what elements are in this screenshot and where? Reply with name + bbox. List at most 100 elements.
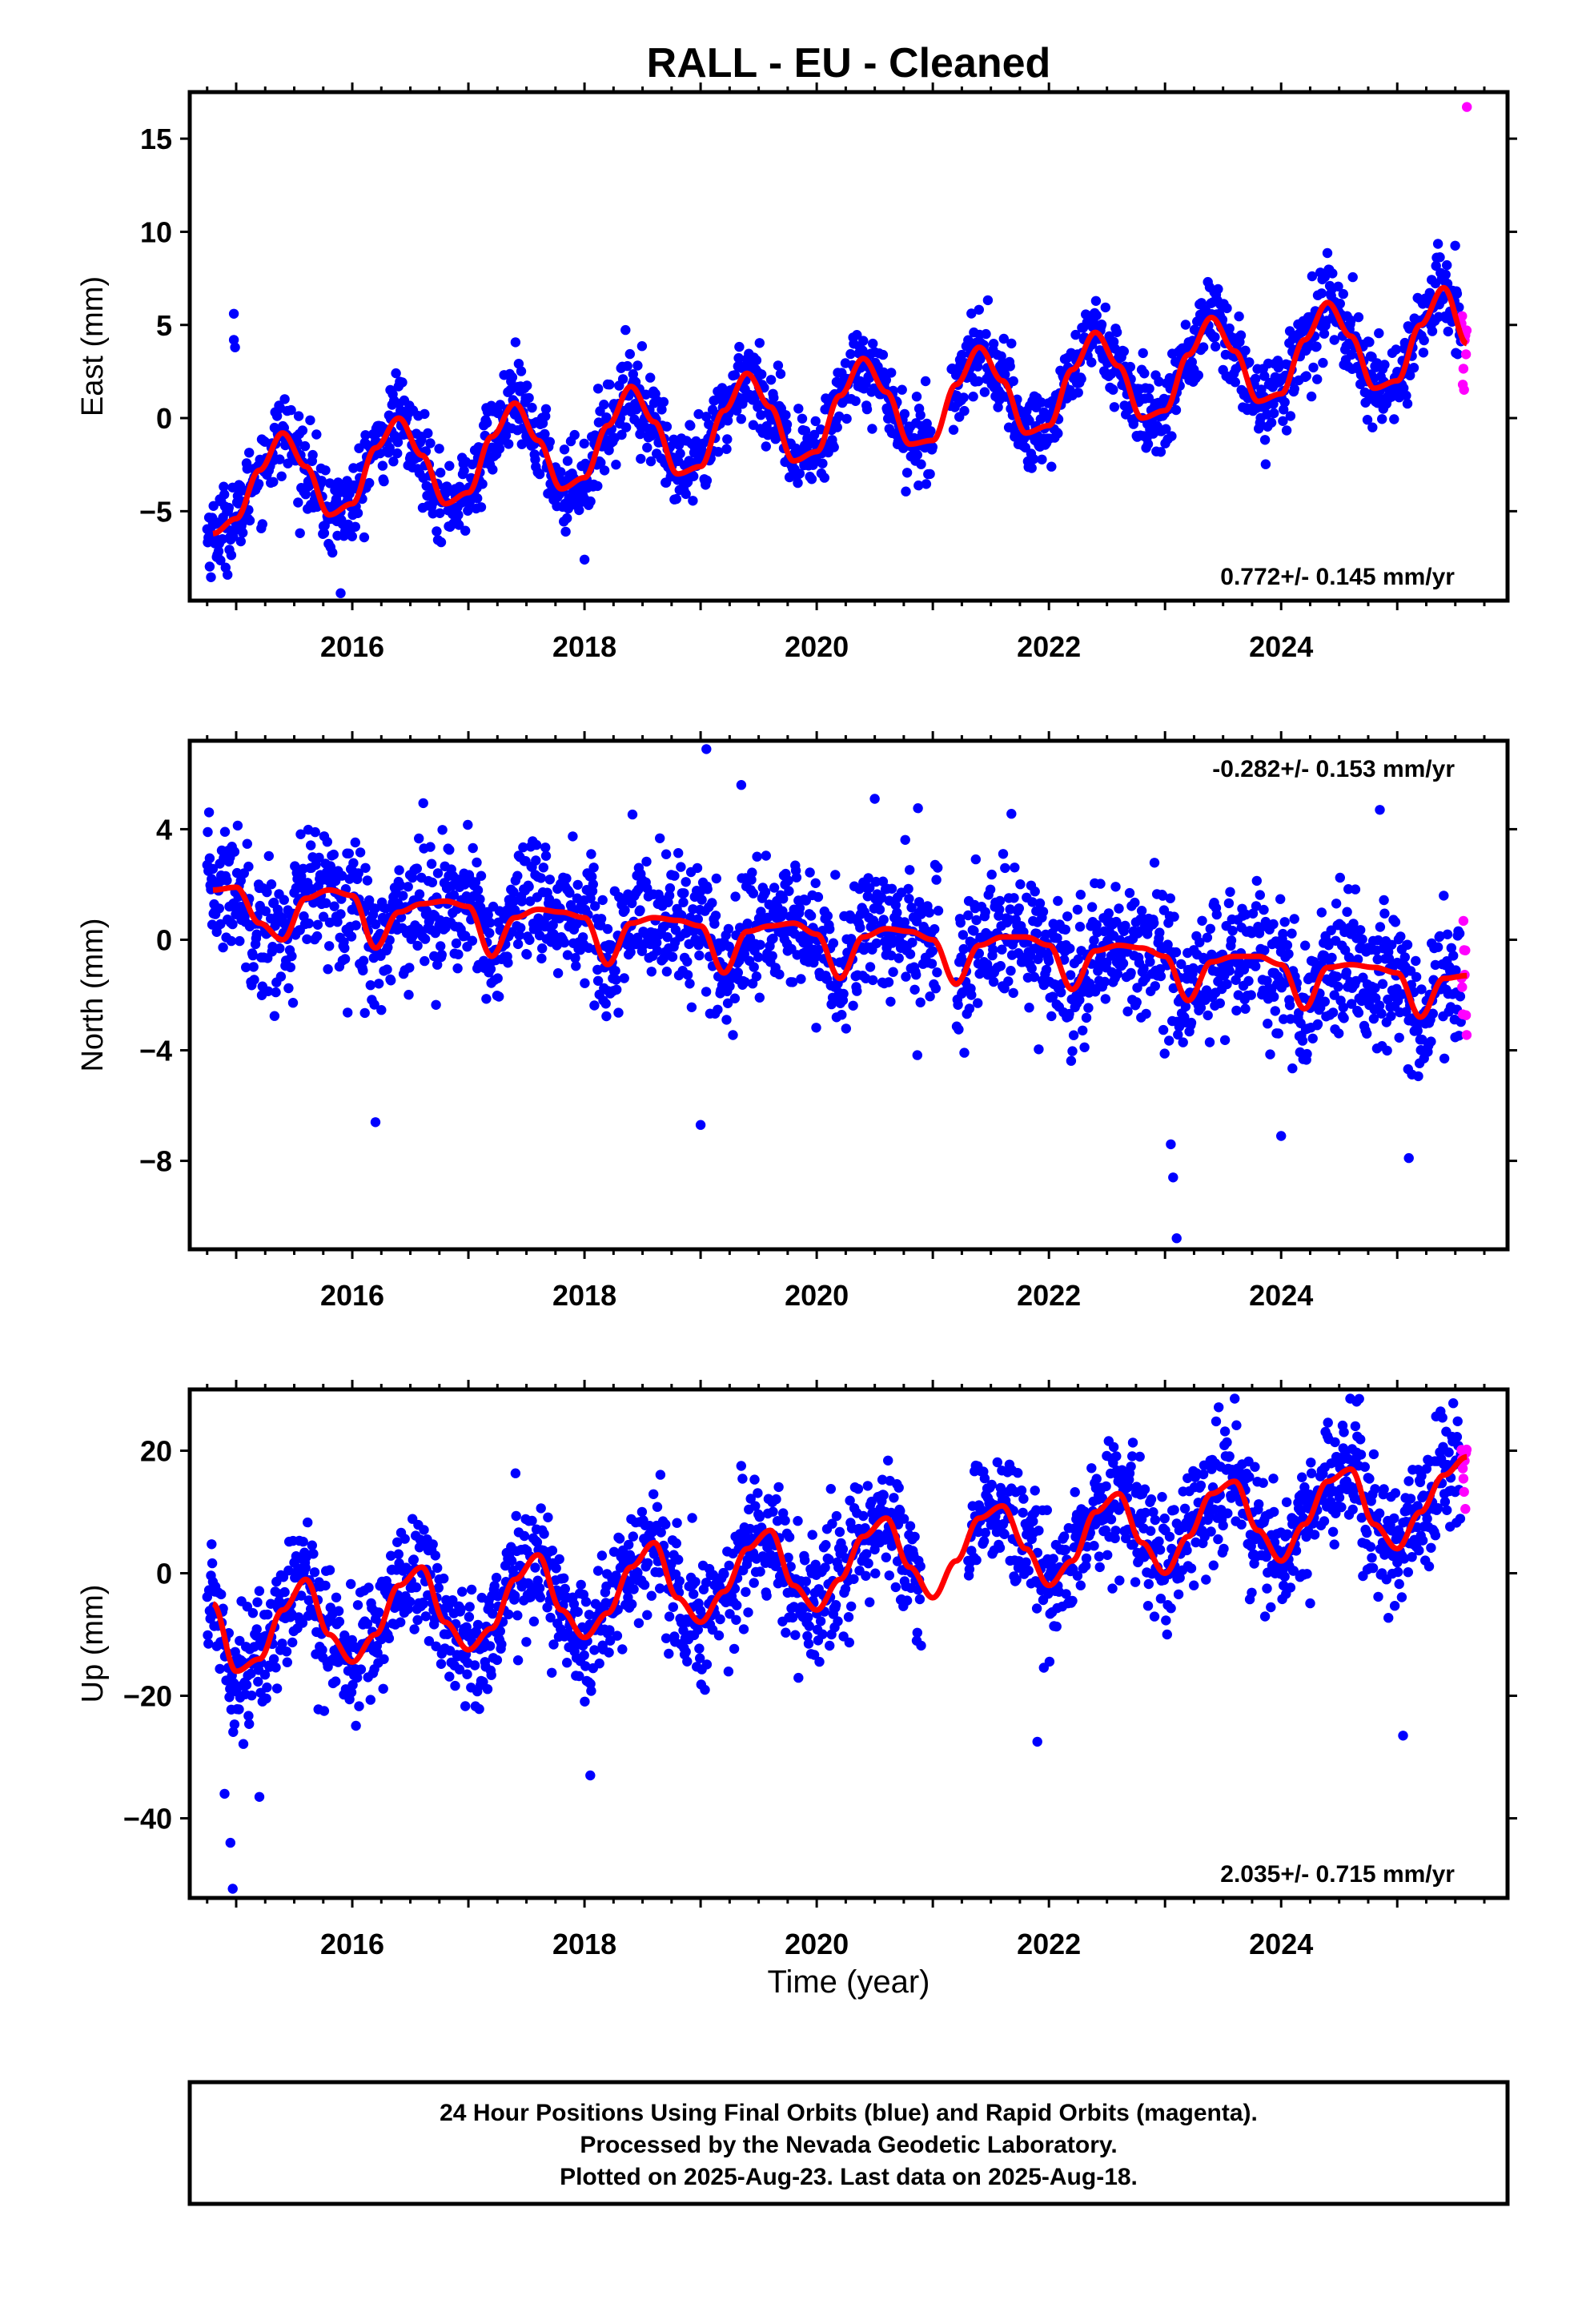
final-orbit-point [800,425,811,436]
final-orbit-point [238,528,248,538]
final-orbit-point [682,970,693,980]
final-orbit-point [925,991,935,1002]
final-orbit-point [886,883,897,895]
final-orbit-point [513,359,524,369]
final-orbit-point [1279,1014,1289,1024]
final-orbit-point [483,910,493,920]
final-orbit-point [393,1549,404,1559]
final-orbit-point [536,953,547,964]
final-orbit-point [444,460,455,471]
final-orbit-point [1086,357,1097,368]
final-orbit-point [504,439,514,449]
final-orbit-point [419,1525,429,1535]
final-orbit-point [988,944,998,955]
final-orbit-point [235,935,245,947]
final-orbit-point [602,923,613,935]
final-orbit-point [796,974,806,984]
final-orbit-point [1038,907,1049,917]
final-orbit-point [912,1050,923,1060]
final-orbit-point [701,987,712,997]
final-orbit-point [611,975,621,985]
final-orbit-point [732,1600,742,1610]
final-orbit-point [1203,1010,1213,1021]
final-orbit-point [1083,1003,1094,1013]
final-orbit-point [863,873,873,883]
final-orbit-point [1138,348,1148,359]
final-orbit-point [957,349,967,360]
final-orbit-point [641,856,652,867]
final-orbit-point [819,472,829,483]
final-orbit-point [432,868,444,879]
final-orbit-point [359,1007,370,1019]
final-orbit-point [287,951,297,962]
final-orbit-point [877,876,889,887]
rapid-orbit-point [1460,945,1471,956]
y-tick-label: 0 [156,923,172,956]
final-orbit-point [528,1616,540,1626]
final-orbit-point [1316,907,1327,918]
final-orbit-point [1357,934,1367,945]
final-orbit-point [1432,942,1443,952]
final-orbit-point [556,467,566,477]
final-orbit-point [1053,895,1063,907]
final-orbit-point [475,894,485,905]
final-orbit-point [1439,1053,1450,1064]
final-orbit-point [955,918,966,928]
final-orbit-point [352,508,363,518]
final-orbit-point [1287,928,1297,939]
final-orbit-point [540,404,552,414]
final-orbit-point [817,458,828,468]
final-orbit-point [658,396,669,408]
rapid-orbit-point [1460,349,1472,360]
final-orbit-point [774,969,785,979]
x-tick-label: 2020 [785,1279,849,1312]
final-orbit-point [1278,928,1288,939]
final-orbit-point [719,1569,729,1579]
final-orbit-point [266,879,277,890]
final-orbit-point [259,1670,271,1680]
final-orbit-point [1377,414,1387,424]
final-orbit-point [297,425,308,436]
final-orbit-point [219,489,230,500]
final-orbit-point [656,404,667,415]
final-orbit-point [913,803,923,814]
final-orbit-point [900,834,910,846]
final-orbit-point [794,903,805,914]
final-orbit-point [901,486,911,497]
final-orbit-point [899,917,910,927]
final-orbit-point [969,926,979,936]
final-orbit-point [970,854,982,865]
final-orbit-point [1312,374,1323,384]
final-orbit-point [1327,1007,1339,1018]
final-orbit-point [1368,1013,1379,1024]
final-orbit-point [828,938,839,948]
final-orbit-point [512,1655,524,1666]
rapid-orbit-point [1461,1030,1472,1040]
final-orbit-point [916,459,926,469]
final-orbit-point [1075,890,1086,900]
final-orbit-point [531,839,542,850]
final-orbit-point [420,408,430,420]
final-orbit-point [510,1468,521,1478]
final-orbit-point [467,935,478,946]
final-orbit-point [559,444,570,455]
final-orbit-point [1419,335,1429,346]
final-orbit-point [482,417,492,428]
rapid-orbit-point [1462,102,1472,112]
final-orbit-point [354,1701,364,1711]
final-orbit-point [547,1667,557,1678]
final-orbit-point [1335,872,1346,883]
final-orbit-point [283,458,293,468]
final-orbit-point [418,798,428,809]
final-orbit-point [1362,1028,1372,1039]
final-orbit-point [590,901,600,911]
final-orbit-point [911,392,922,402]
final-orbit-point [933,862,943,873]
final-orbit-point [585,496,596,507]
final-orbit-point [347,531,357,541]
final-orbit-point [460,525,471,536]
final-orbit-point [994,895,1006,907]
final-orbit-point [379,476,389,487]
final-orbit-point [868,975,878,986]
final-orbit-point [295,528,305,538]
